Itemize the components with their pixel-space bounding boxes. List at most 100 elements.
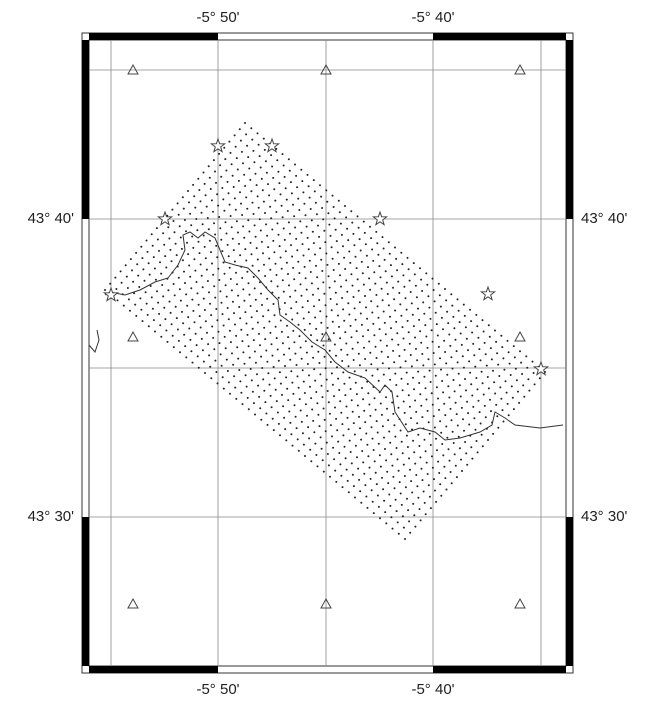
grid-point bbox=[254, 413, 256, 416]
grid-point bbox=[418, 318, 421, 321]
grid-point bbox=[382, 373, 385, 376]
grid-point bbox=[302, 254, 305, 257]
grid-point bbox=[378, 265, 381, 268]
grid-point bbox=[323, 292, 326, 295]
grid-point bbox=[371, 311, 374, 314]
grid-point bbox=[315, 391, 318, 393]
grid-point bbox=[181, 310, 183, 313]
grid-point bbox=[418, 508, 421, 511]
grid-point bbox=[329, 298, 332, 300]
grid-point bbox=[170, 260, 173, 263]
lon-label: -5° 40' bbox=[411, 681, 454, 698]
grid-point bbox=[397, 532, 400, 535]
grid-point bbox=[268, 383, 271, 386]
grid-point bbox=[228, 329, 231, 332]
grid-point bbox=[419, 456, 422, 459]
grid-point bbox=[489, 398, 491, 401]
grid-point bbox=[343, 256, 346, 259]
grid-point bbox=[312, 419, 315, 422]
grid-point bbox=[376, 494, 379, 497]
grid-point bbox=[219, 353, 222, 356]
grid-point bbox=[437, 345, 440, 348]
grid-point bbox=[229, 341, 232, 344]
grid-point bbox=[228, 203, 231, 206]
grid-point bbox=[418, 382, 421, 384]
grid-point bbox=[227, 381, 230, 384]
grid-point bbox=[284, 187, 287, 190]
grid-point bbox=[425, 398, 428, 401]
grid-point bbox=[482, 330, 485, 333]
grid-point bbox=[264, 401, 267, 404]
grid-point bbox=[236, 168, 239, 171]
grid-point bbox=[172, 346, 175, 349]
grid-point bbox=[384, 448, 386, 450]
grid-point bbox=[479, 359, 482, 362]
grid-point bbox=[376, 242, 379, 245]
grid-point bbox=[451, 430, 454, 433]
grid-point bbox=[387, 419, 390, 422]
grid-point bbox=[470, 383, 473, 386]
grid-point bbox=[260, 355, 263, 358]
grid-point bbox=[167, 289, 170, 292]
grid-point bbox=[348, 313, 351, 316]
grid-point bbox=[482, 393, 485, 396]
grid-point bbox=[262, 200, 265, 203]
grid-point bbox=[145, 302, 148, 305]
grid-point bbox=[509, 374, 512, 376]
grid-point bbox=[407, 331, 410, 334]
grid-point bbox=[296, 249, 299, 252]
grid-point bbox=[356, 278, 359, 281]
grid-point bbox=[334, 406, 336, 409]
grid-point bbox=[506, 339, 509, 342]
grid-point bbox=[390, 516, 393, 519]
grid-point bbox=[302, 380, 305, 383]
grid-point bbox=[265, 223, 267, 226]
grid-point bbox=[506, 402, 509, 405]
grid-point bbox=[347, 302, 350, 305]
grid-point bbox=[437, 282, 440, 285]
grid-point bbox=[434, 374, 437, 377]
grid-point bbox=[422, 490, 425, 493]
grid-point bbox=[245, 259, 248, 262]
grid-point bbox=[224, 221, 227, 224]
grid-point bbox=[229, 151, 232, 154]
grid-point bbox=[487, 439, 489, 441]
grid-point bbox=[124, 264, 127, 267]
grid-point bbox=[241, 403, 244, 406]
grid-point bbox=[257, 269, 260, 272]
grid-point bbox=[469, 371, 472, 374]
grid-point bbox=[324, 367, 327, 370]
grid-point bbox=[221, 250, 224, 253]
grid-point bbox=[432, 415, 435, 418]
grid-point bbox=[266, 423, 269, 426]
grid-point bbox=[334, 291, 337, 294]
grid-point bbox=[396, 269, 399, 272]
grid-point bbox=[356, 215, 359, 218]
grid-point bbox=[385, 344, 388, 347]
grid-point bbox=[483, 404, 486, 407]
grid-point bbox=[320, 321, 323, 324]
grid-point bbox=[442, 328, 444, 331]
grid-point bbox=[233, 312, 235, 315]
grid-point bbox=[247, 408, 250, 411]
grid-point bbox=[214, 170, 216, 173]
grid-point bbox=[484, 353, 487, 356]
grid-point bbox=[422, 301, 425, 304]
grid-point bbox=[352, 232, 355, 235]
grid-point bbox=[383, 499, 386, 502]
grid-point bbox=[343, 319, 346, 322]
grid-point bbox=[532, 372, 535, 374]
grid-point bbox=[282, 164, 285, 167]
grid-point bbox=[139, 297, 142, 300]
grid-point bbox=[194, 269, 197, 272]
grid-point bbox=[413, 514, 416, 517]
grid-point bbox=[481, 445, 484, 448]
grid-point bbox=[349, 451, 352, 453]
grid-point bbox=[344, 205, 346, 207]
grid-point bbox=[213, 285, 216, 288]
grid-point bbox=[358, 301, 361, 304]
grid-point bbox=[104, 289, 106, 291]
grid-point bbox=[295, 427, 298, 430]
grid-point bbox=[115, 288, 118, 290]
grid-point bbox=[398, 481, 401, 484]
